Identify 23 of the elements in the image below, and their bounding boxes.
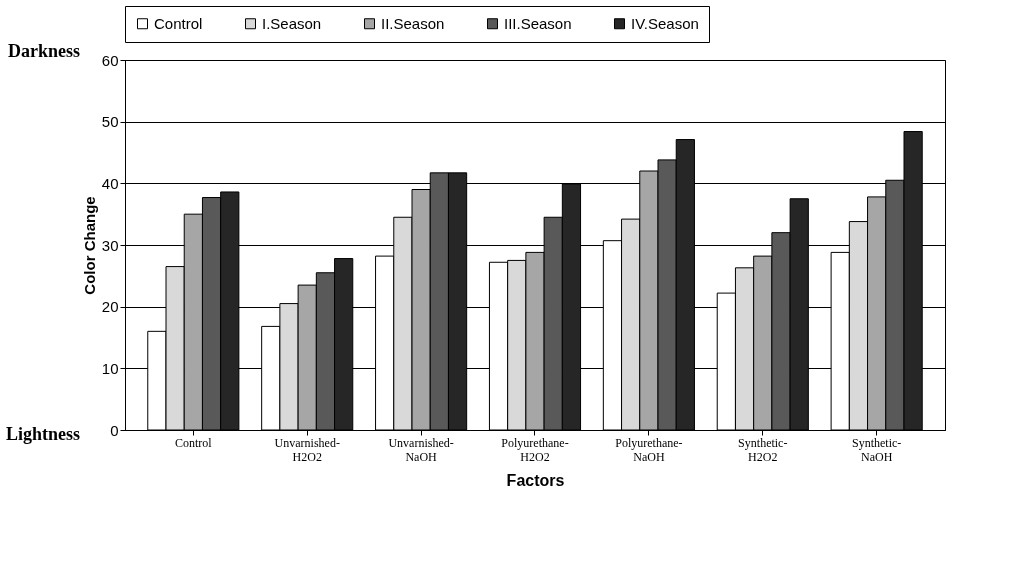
legend-label: II.Season bbox=[381, 14, 445, 32]
text: Darkness bbox=[7, 41, 80, 61]
x-tick-label: Polyurethane-NaOH bbox=[615, 435, 683, 464]
x-axis-title: Factors bbox=[506, 471, 565, 489]
y-tick-label: 50 bbox=[101, 113, 119, 131]
x-tick-label: Synthetic-H2O2 bbox=[738, 435, 788, 464]
legend-label: Control bbox=[154, 14, 203, 32]
legend-label: IV.Season bbox=[631, 14, 699, 32]
y-tick-label: 30 bbox=[101, 236, 119, 254]
y-tick-label: 20 bbox=[101, 298, 119, 316]
y-tick-label: 40 bbox=[101, 174, 119, 192]
y-axis-title: Color Change bbox=[80, 196, 98, 295]
x-tick-label: Polyurethane-H2O2 bbox=[501, 435, 569, 464]
x-tick-label: Synthetic-NaOH bbox=[852, 435, 902, 464]
x-tick-label: Control bbox=[175, 435, 213, 450]
legend-label: I.Season bbox=[262, 14, 322, 32]
y-tick-label: 60 bbox=[101, 51, 119, 69]
text: Lightness bbox=[5, 424, 80, 444]
x-tick-label: Unvarnished-NaOH bbox=[388, 435, 454, 464]
legend-label: III.Season bbox=[504, 14, 572, 32]
x-tick-label: Unvarnished-H2O2 bbox=[274, 435, 340, 464]
y-tick-label: 10 bbox=[101, 359, 119, 377]
y-tick-label: 0 bbox=[110, 421, 119, 439]
